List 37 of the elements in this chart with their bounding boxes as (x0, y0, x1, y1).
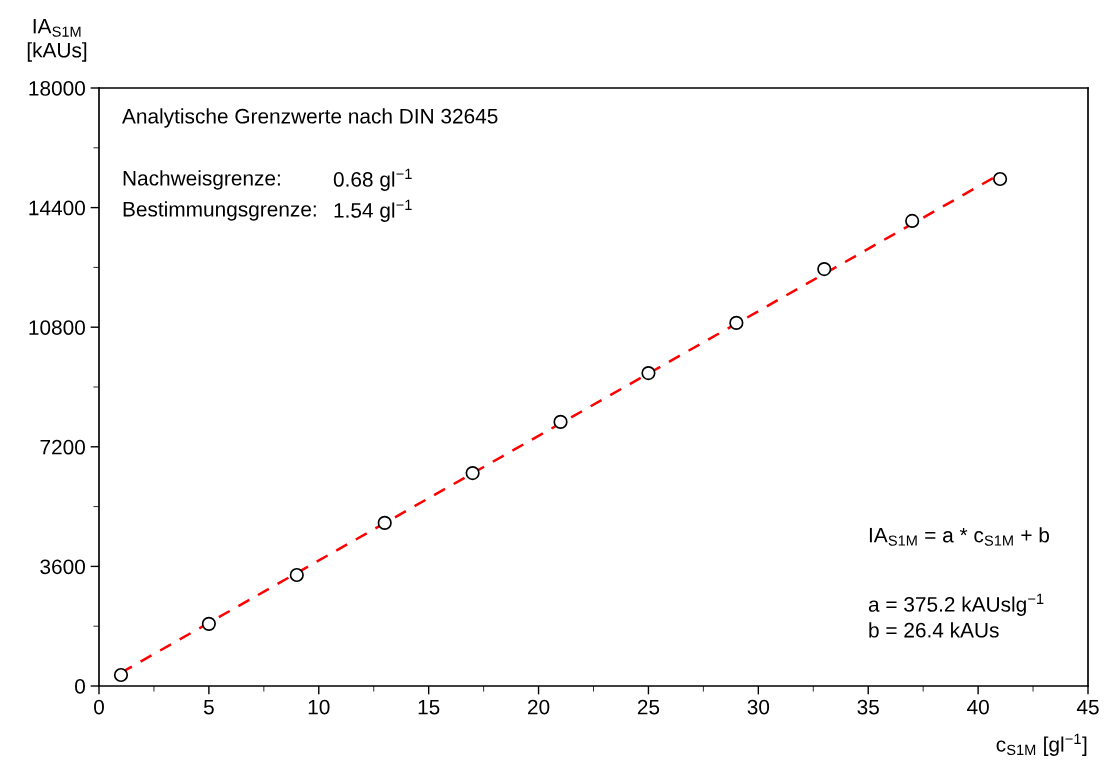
x-tick-label: 0 (94, 699, 104, 715)
x-axis-title: c$_{S1M}$ [gl$^{−1}$] (996, 733, 1087, 756)
y-axis-title: IA$_{S1M}$ [kAUs] (27, 19, 87, 62)
x-tick-label: 25 (637, 699, 660, 715)
annotation: Nachweisgrenze: (123, 170, 280, 190)
x-tick-label: 40 (967, 699, 989, 715)
annotation: b = 26.4 kAUs (869, 622, 999, 638)
x-tick-label: 10 (308, 699, 330, 715)
point (377, 515, 392, 530)
y-tick-label: 7200 (40, 439, 85, 455)
annotation: Analytische Grenzwerte nach DIN 32645 (122, 108, 498, 128)
y-tick-label: 14400 (29, 200, 85, 216)
annotation: IA$_{S1M}$ = a * c$_{S1M}$ + b (869, 527, 1050, 546)
x-tick-label: 30 (747, 699, 770, 715)
y-tick-label: 10800 (29, 320, 85, 335)
annotation: Bestimmungsgrenze: (123, 201, 316, 221)
x-tick-label: 45 (1076, 699, 1099, 715)
x-tick-label: 5 (203, 699, 214, 715)
point (113, 667, 129, 683)
point (817, 261, 832, 277)
point (289, 567, 304, 583)
point (201, 616, 216, 631)
x-tick-label: 20 (528, 699, 550, 715)
y-tick-label: 18000 (29, 81, 85, 96)
x-tick-label: 15 (418, 699, 440, 715)
point (993, 171, 1008, 187)
annotation: a = 375.2 kAUslg$^{−1}$ (868, 593, 1044, 616)
annotation: 1.54 gl$^{−1}$ (334, 199, 412, 222)
point (465, 465, 480, 481)
point (905, 213, 920, 228)
point (641, 365, 656, 381)
y-tick-label: 3600 (40, 559, 85, 575)
y-tick-label: 0 (75, 679, 85, 694)
x-tick-label: 35 (857, 699, 879, 715)
point (553, 414, 568, 429)
point (729, 315, 744, 330)
annotation: 0.68 gl$^{−1}$ (333, 168, 412, 191)
